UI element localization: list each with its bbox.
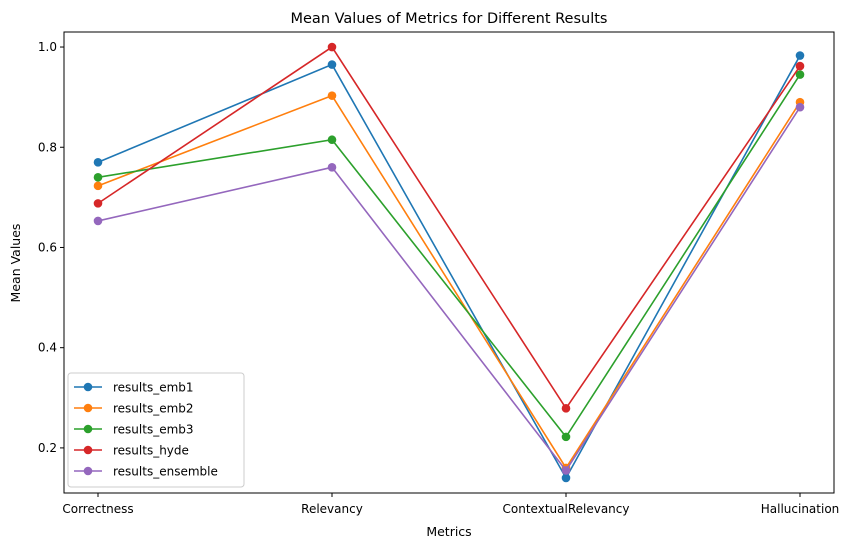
series-results_emb1 [93, 51, 805, 483]
chart-title: Mean Values of Metrics for Different Res… [291, 11, 608, 27]
legend-label: results_emb2 [113, 402, 194, 416]
y-tick-label: 0.8 [38, 140, 57, 154]
x-tick-label: Relevancy [301, 502, 363, 516]
series-line [97, 74, 801, 439]
legend-marker [83, 403, 93, 413]
x-tick-label: Correctness [62, 502, 133, 516]
data-point [327, 162, 337, 172]
x-axis: Correctness Relevancy ContextualRelevancy H… [62, 493, 839, 516]
y-tick-label: 0.6 [38, 240, 57, 254]
plot-frame [63, 31, 835, 494]
legend-item: results_ensemble [74, 465, 218, 479]
x-tick-label: ContextualRelevancy [503, 502, 630, 516]
legend-box [67, 372, 245, 488]
y-axis-label: Mean Values [8, 224, 23, 303]
series-layer [93, 42, 805, 483]
data-point [795, 61, 805, 71]
legend-marker [83, 445, 93, 455]
series-line [97, 45, 801, 410]
legend-label: results_ensemble [113, 465, 218, 479]
data-point [93, 181, 103, 191]
data-point [795, 51, 805, 60]
data-point [561, 466, 571, 475]
data-point [795, 70, 805, 79]
data-point [93, 157, 103, 167]
legend: results_emb1 results_emb2 results_emb3resu… [67, 372, 245, 488]
data-point [327, 42, 337, 52]
legend-item: results_emb1 [74, 381, 194, 395]
series-line [97, 106, 801, 472]
legend-item: results_emb2 [74, 402, 194, 416]
series-line [97, 94, 801, 470]
data-point [93, 173, 103, 182]
legend-marker [83, 382, 93, 392]
series-results_ensemble [93, 102, 805, 475]
legend-item: results_hyde [74, 444, 189, 458]
series-results_emb3 [93, 70, 805, 442]
data-point [327, 135, 337, 145]
data-point [327, 60, 337, 69]
data-point [561, 432, 571, 442]
y-tick-label: 0.4 [38, 341, 57, 355]
data-point [795, 102, 805, 112]
y-tick-label: 1.0 [38, 40, 57, 54]
data-point [561, 404, 571, 413]
y-axis: 0.2 0.4 0.6 0.8 1.0 [38, 40, 64, 455]
data-point [327, 91, 337, 100]
data-point [93, 216, 103, 226]
legend-item: results_emb3 [74, 423, 194, 437]
legend-label: results_emb1 [113, 381, 194, 395]
series-results_hyde [93, 42, 805, 413]
data-point [561, 473, 571, 483]
data-point [93, 199, 103, 208]
legend-marker [83, 424, 93, 434]
series-line [97, 55, 801, 480]
x-axis-label: Metrics [426, 524, 471, 539]
y-tick-label: 0.2 [38, 441, 57, 455]
legend-label: results_emb3 [113, 423, 194, 437]
x-tick-label: Hallucination [761, 502, 840, 516]
legend-label: results_hyde [113, 444, 189, 458]
legend-marker [83, 466, 93, 476]
